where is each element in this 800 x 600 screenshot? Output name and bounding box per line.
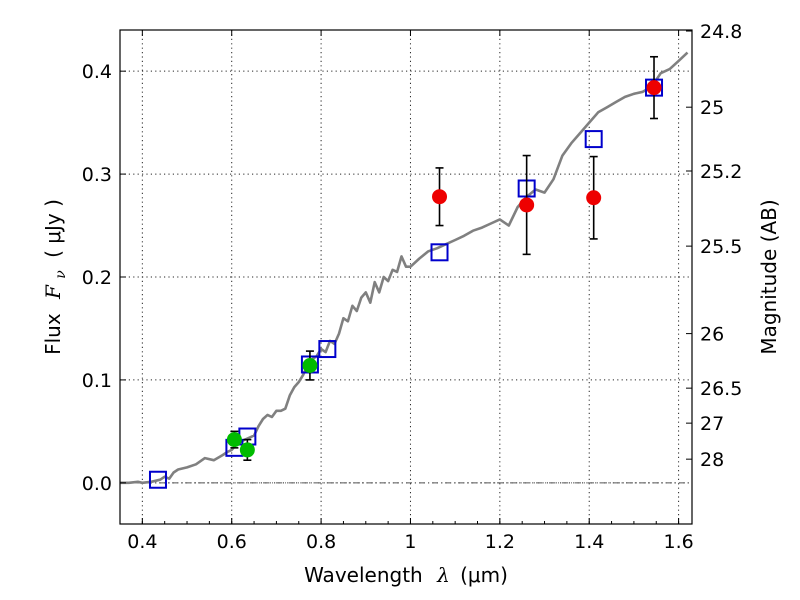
nir-data-point <box>646 80 662 96</box>
y-axis-title-subscript: ν <box>53 270 69 279</box>
y2-tick-label: 27 <box>700 413 724 435</box>
y-tick-label: 0.1 <box>82 370 112 392</box>
model-photometry-square <box>148 470 167 489</box>
y2-tick-label: 24.8 <box>700 21 742 43</box>
x-tick-label: 0.4 <box>127 531 157 553</box>
x-axis-title-symbol: λ <box>436 563 450 587</box>
x-tick-label: 1.6 <box>663 531 693 553</box>
x-axis-title-text: Wavelength <box>304 563 423 587</box>
y2-axis-title: Magnitude (AB) <box>757 199 781 354</box>
x-tick-label: 1 <box>404 531 416 553</box>
y2-tick-label: 25.2 <box>700 161 742 183</box>
model-photometry-square <box>318 340 337 359</box>
series-layer <box>120 51 689 489</box>
optical-data-point <box>302 358 318 374</box>
y2-tick-label: 26 <box>700 324 724 346</box>
x-axis-title-unit: (μm) <box>460 563 508 587</box>
y2-tick-label: 26.5 <box>700 378 742 400</box>
model-photometry-square <box>430 243 449 262</box>
y2-tick-label: 25 <box>700 97 724 119</box>
y-tick-label: 0.4 <box>82 61 112 83</box>
y-tick-label: 0.3 <box>82 164 112 186</box>
y2-tick-label: 28 <box>700 449 724 471</box>
x-tick-label: 0.6 <box>217 531 247 553</box>
tick-layer: 0.4 0.6 0.8 1 1.2 1.4 1.6 0.0 0.1 0.2 0.3 0.4 24.8 25… <box>82 21 743 553</box>
x-tick-label: 1.2 <box>485 531 515 553</box>
nir-data-point <box>519 197 535 213</box>
optical-data-point <box>226 432 242 448</box>
y-axis-title: Flux F ν ( μJy ) <box>41 199 70 355</box>
x-tick-label: 1.4 <box>574 531 604 553</box>
optical-data-point <box>239 442 255 458</box>
y-axis-title-text: Flux <box>41 313 65 355</box>
nir-data-point <box>586 190 602 206</box>
y2-tick-label: 25.5 <box>700 236 742 258</box>
y-axis-title-unit: ( μJy ) <box>41 199 65 258</box>
x-axis-title: Wavelength λ (μm) <box>304 563 508 587</box>
nir-data-point <box>432 189 448 205</box>
grid-layer <box>120 30 692 524</box>
y-tick-label: 0.2 <box>82 267 112 289</box>
model-photometry-square <box>584 130 603 149</box>
y-axis-title-symbol: F <box>41 284 65 300</box>
y-tick-label: 0.0 <box>82 473 112 495</box>
model-spectrum-line <box>120 51 689 485</box>
x-tick-label: 0.8 <box>306 531 336 553</box>
